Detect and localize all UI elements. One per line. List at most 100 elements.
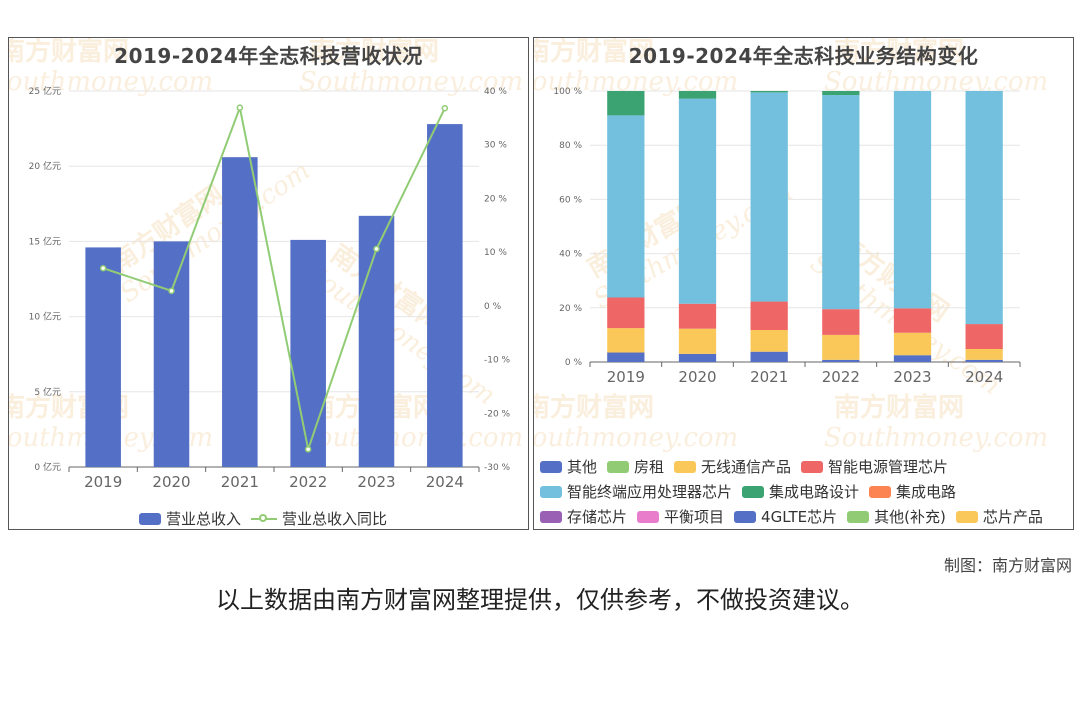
chart-credit: 制图：南方财富网 xyxy=(943,556,1072,575)
x-tick-label: 2020 xyxy=(152,473,190,491)
legend-item[interactable]: 芯片产品 xyxy=(955,506,1043,527)
stack-segment xyxy=(678,98,717,304)
watermark-cn: 南方财富网 xyxy=(534,392,654,423)
watermark-en: Southmoney.com xyxy=(299,423,523,453)
yoy-point xyxy=(236,104,244,111)
yoy-line xyxy=(102,104,446,454)
legend-label: 平衡项目 xyxy=(664,508,725,526)
business-structure-title: 2019-2024年全志科技业务结构变化 xyxy=(628,44,979,68)
legend-label-yoy: 营业总收入同比 xyxy=(282,510,388,528)
right-tick-label: -20 % xyxy=(484,409,511,419)
stack-segment xyxy=(965,348,1003,360)
left-tick-label: 25 亿元 xyxy=(29,85,61,97)
stack-segment xyxy=(822,309,860,335)
revenue-bar xyxy=(290,239,326,467)
legend-item-yoy[interactable]: 营业总收入同比 xyxy=(251,508,387,529)
legend-label: 智能终端应用处理器芯片 xyxy=(567,483,733,501)
legend-swatch xyxy=(607,460,630,473)
watermark-cn: 南方财富网 xyxy=(309,38,439,67)
stack-segment xyxy=(893,332,932,356)
y-tick-label: 0 % xyxy=(565,358,583,368)
business-structure-svg: 南方财富网Southmoney.com南方财富网Southmoney.com南方… xyxy=(534,38,1048,453)
yoy-point xyxy=(168,287,175,295)
legend-item[interactable]: 无线通信产品 xyxy=(674,456,791,477)
legend-item[interactable]: 房租 xyxy=(607,456,664,477)
stack-segment xyxy=(893,91,932,309)
watermark-en: Southmoney.com xyxy=(299,67,523,97)
yoy-point xyxy=(99,265,107,272)
stack-segment xyxy=(822,95,860,310)
watermark-en: Southmoney.com xyxy=(9,67,213,97)
right-tick-label: -30 % xyxy=(484,463,511,473)
stack-segment xyxy=(607,91,645,116)
legend-item[interactable]: 其他(补充) xyxy=(847,506,946,527)
watermark-cn: 南方财富网 xyxy=(9,38,129,67)
stack-segment xyxy=(750,301,788,331)
stack-segment xyxy=(678,91,717,99)
legend-item-revenue[interactable]: 营业总收入 xyxy=(139,508,241,529)
legend-item[interactable]: 智能电源管理芯片 xyxy=(801,456,948,477)
legend-swatch xyxy=(540,510,562,523)
legend-swatch xyxy=(734,510,757,523)
y-tick-label: 20 % xyxy=(559,304,582,314)
watermark-cn: 南方财富网 xyxy=(834,392,964,423)
legend-swatch-revenue xyxy=(139,512,161,525)
legend-item[interactable]: 存储芯片 xyxy=(540,506,627,527)
legend-swatch xyxy=(847,510,870,523)
legend-item[interactable]: 集成电路 xyxy=(869,481,956,502)
legend-item[interactable]: 智能终端应用处理器芯片 xyxy=(540,481,732,502)
legend-label: 存储芯片 xyxy=(567,508,628,526)
left-tick-label: 20 亿元 xyxy=(29,160,61,172)
legend-label-revenue: 营业总收入 xyxy=(166,510,242,528)
legend-label: 房租 xyxy=(634,458,665,476)
legend-swatch xyxy=(540,485,562,498)
legend-item[interactable]: 平衡项目 xyxy=(637,506,724,527)
legend-swatch xyxy=(801,460,824,473)
stack-segment xyxy=(750,92,788,302)
yoy-point xyxy=(373,245,380,253)
legend-swatch xyxy=(955,510,978,523)
legend-item[interactable]: 其他 xyxy=(540,456,597,477)
x-tick-label: 2023 xyxy=(357,473,395,491)
legend-label: 集成电路设计 xyxy=(769,483,860,501)
revenue-bar xyxy=(222,157,258,467)
stack-segment xyxy=(893,308,932,333)
x-tick-label: 2022 xyxy=(822,368,860,386)
stack-segment xyxy=(607,297,645,329)
x-tick-label: 2021 xyxy=(221,473,259,491)
revenue-chart-title: 2019-2024年全志科技营收状况 xyxy=(114,44,423,68)
legend-item[interactable]: 集成电路设计 xyxy=(742,481,859,502)
x-tick-label: 2024 xyxy=(426,473,464,491)
watermark-en: Southmoney.com xyxy=(824,67,1048,97)
watermark-en: Southmoney.com xyxy=(534,423,738,453)
disclaimer-text: 以上数据由南方财富网整理提供，仅供参考，不做投资建议。 xyxy=(216,586,864,614)
stack-segment xyxy=(607,115,645,298)
legend-swatch xyxy=(637,510,660,523)
watermark-en: Southmoney.com xyxy=(824,423,1048,453)
right-tick-label: -10 % xyxy=(484,356,511,366)
revenue-legend: 营业总收入 营业总收入同比 xyxy=(139,508,397,529)
y-tick-label: 100 % xyxy=(553,87,582,97)
stack-segment xyxy=(750,351,788,362)
watermark-cn: 南方财富网 xyxy=(834,38,964,67)
stack-segment xyxy=(965,359,1003,362)
legend-label: 智能电源管理芯片 xyxy=(828,458,949,476)
left-tick-label: 0 亿元 xyxy=(34,461,61,473)
stack-segment xyxy=(678,328,717,354)
stack-segment xyxy=(822,334,860,360)
y-tick-label: 80 % xyxy=(559,141,582,151)
stack-segment xyxy=(965,324,1003,349)
stack-segment xyxy=(822,359,860,362)
revenue-chart-panel: 南方财富网 Southmoney.com 南方财富网 Southmoney.com 南方… xyxy=(8,37,529,530)
legend-item[interactable]: 4GLTE芯片 xyxy=(734,506,837,527)
stack-segment xyxy=(750,330,788,352)
legend-label: 其他 xyxy=(567,458,598,476)
revenue-chart-svg: 南方财富网Southmoney.com南方财富网Southmoney.com南方… xyxy=(9,38,523,491)
legend-swatch xyxy=(674,460,697,473)
legend-row: 智能终端应用处理器芯片 集成电路设计 集成电路 xyxy=(540,481,966,502)
legend-label: 芯片产品 xyxy=(982,508,1043,526)
